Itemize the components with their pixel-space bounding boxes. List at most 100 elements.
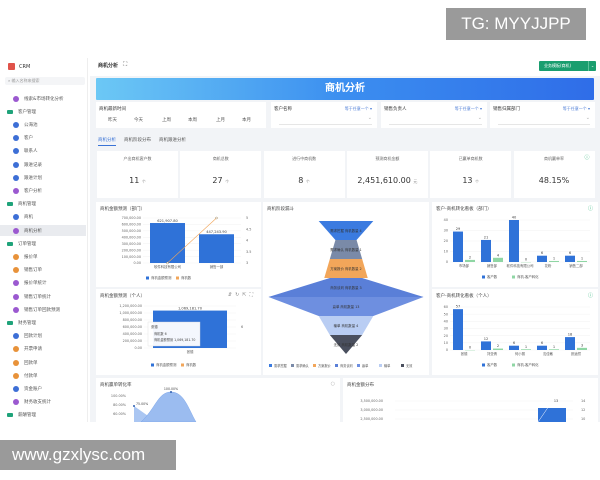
menu-item-icon [13, 187, 19, 194]
sidebar-item[interactable]: 客户管理 [0, 106, 86, 117]
funnel-label: 赢单 商机数量 13 [333, 304, 360, 309]
dept-conversion-chart: 客户-商机转化看板（部门） ⓘ 40 30 20 10 0 市场部 29 2 销售部 21 4 软件科… [432, 202, 598, 287]
funnel-segment [329, 335, 363, 354]
sidebar-item[interactable]: 资金账户 [0, 383, 86, 394]
bar [577, 347, 587, 350]
dept-filter-select[interactable]: ⌄ [498, 115, 590, 125]
info-icon[interactable]: ⓘ [587, 206, 593, 212]
y-tick-label: 60 [444, 305, 448, 309]
sidebar-item[interactable]: 薪酬管理 [0, 410, 86, 421]
sidebar-item[interactable]: 客户 [0, 133, 86, 144]
funnel-segment [324, 259, 368, 278]
kpi-value: 8 个 [264, 176, 345, 185]
date-option-today[interactable]: 今天 [134, 118, 143, 123]
legend-label: 赢单 [362, 363, 369, 368]
chart-title: 商机金额预测（部门） [100, 207, 145, 212]
customer-filter-select[interactable]: ⌄ [279, 115, 372, 125]
chart-title: 商机阶段漏斗 [267, 207, 294, 212]
bar [453, 231, 463, 262]
date-option-this-month[interactable]: 本月 [242, 118, 251, 123]
bar [493, 348, 503, 350]
person-conversion-chart: 客户-商机转化看板（个人） ⓘ 60 50 40 30 20 10 0 张德 57 0 刘亚倩 12 2… [432, 289, 598, 375]
sidebar-item[interactable]: 开票申请 [0, 344, 86, 355]
sidebar-item[interactable]: 商机分析 [0, 225, 86, 236]
y-tick-label: 600,000.00 [123, 325, 142, 329]
data-label: 0 [469, 346, 472, 350]
sidebar-search-input[interactable]: ⌕ 输入名称来搜索 [5, 77, 85, 85]
sidebar-item[interactable]: 销售订单 [0, 265, 86, 276]
sidebar-item[interactable]: 付款单 [0, 370, 86, 381]
data-label: 6 [541, 251, 544, 255]
legend-swatch [151, 363, 154, 367]
sidebar-item[interactable]: 商机管理 [0, 199, 86, 210]
menu-item-icon [13, 135, 19, 142]
funnel-label: 无效 商机数量 2 [334, 342, 359, 347]
bar [577, 260, 587, 262]
date-option-last-week[interactable]: 上周 [162, 118, 171, 123]
info-icon[interactable]: ⓘ [584, 155, 590, 161]
menu-item-icon [13, 372, 19, 379]
sidebar-item[interactable]: 销售订单统计 [0, 291, 86, 302]
sidebar-item[interactable]: 回款计划 [0, 331, 86, 342]
y-tick-label: 10 [444, 250, 448, 254]
data-label: 57 [456, 305, 461, 309]
sidebar-item[interactable]: 公海池 [0, 119, 86, 130]
tab-followup-analysis[interactable]: 商机跟进分析 [159, 138, 186, 143]
date-option-yesterday[interactable]: 昨天 [108, 118, 117, 123]
bar [538, 408, 566, 422]
funnel-label: 方案报价 商机数量 2 [330, 266, 361, 271]
data-point [133, 405, 135, 407]
sidebar-item[interactable]: 订单管理 [0, 238, 86, 249]
funnel-chart: 商机阶段漏斗 需求挖掘 商机数量 4 需求确认 商机数量 1 方案报价 商机数量 2… [263, 202, 429, 375]
page-title: 商机分析 [98, 63, 119, 69]
bar [509, 220, 519, 262]
sidebar-item-label: 商机管理 [18, 202, 36, 208]
chart-toolbar-icons[interactable]: ⇵↻⇱⛶ [227, 292, 256, 298]
y-tick-label: 100,000.00 [122, 255, 141, 259]
info-icon[interactable]: ⓘ [587, 293, 593, 299]
funnel-label: 商务谈判 商机数量 3 [330, 285, 361, 290]
x-tick-label: 销售一部 [210, 264, 224, 269]
template-action-button[interactable]: 业务模板(商机) ⌄ [539, 61, 596, 71]
sidebar-item[interactable]: 财务收支统计 [0, 397, 86, 408]
date-filter: 商机最新时间 昨天 今天 上周 本周 上月 本月 [96, 102, 266, 128]
data-label: 3 [581, 343, 583, 347]
bar [537, 345, 547, 350]
info-icon[interactable]: ○ [330, 381, 335, 387]
y-tick-label: 500,000.00 [122, 229, 141, 233]
sidebar-item[interactable]: 报价单统计 [0, 278, 86, 289]
customer-filter-label: 客户名称 [274, 107, 292, 112]
sidebar-item[interactable]: 回款单 [0, 357, 86, 368]
sidebar-item[interactable]: 线索&市场转化分析 [0, 93, 86, 104]
sidebar-item[interactable]: 跟进记录 [0, 159, 86, 170]
sidebar-item[interactable]: 商机 [0, 212, 86, 223]
y-tick-label: 2,500,000.00 [360, 417, 383, 421]
folder-icon [7, 202, 13, 207]
kpi-card: 预测商机金额 2,451,610.00 元 [346, 151, 428, 198]
tab-stage-distribution[interactable]: 商机阶段分布 [124, 138, 151, 143]
sidebar-item[interactable]: 财务管理 [0, 317, 86, 328]
sidebar-item[interactable]: 联系人 [0, 146, 86, 157]
legend-label: 输单 [384, 363, 391, 368]
tab-opportunity-analysis[interactable]: 商机分析 [98, 137, 116, 146]
y2-tick-label: 6 [241, 325, 243, 329]
owner-filter: 销售负责人 等于任意一个 ▾ ⌄ [381, 102, 487, 128]
data-label: 1 [553, 345, 555, 349]
chevron-down-icon[interactable]: ⌄ [588, 61, 596, 71]
owner-filter-operator[interactable]: 等于任意一个 ▾ [454, 106, 482, 111]
date-option-this-week[interactable]: 本周 [188, 118, 197, 123]
sidebar-item[interactable]: 跟进计划 [0, 172, 86, 183]
owner-filter-select[interactable]: ⌄ [389, 115, 482, 125]
customer-filter-operator[interactable]: 等于任意一个 ▾ [344, 106, 372, 111]
dept-filter-operator[interactable]: 等于任意一个 ▾ [562, 106, 590, 111]
sidebar-item[interactable]: 客户分析 [0, 185, 86, 196]
expand-icon[interactable]: ⛶ [123, 61, 128, 68]
sidebar-item-label: 跟进计划 [24, 175, 42, 181]
sidebar-item[interactable]: 销售订单回款预测 [0, 304, 86, 315]
sidebar-item-label: 商机分析 [24, 228, 42, 234]
sidebar-item[interactable]: 报价单 [0, 251, 86, 262]
kpi-number: 2,451,610.00 [357, 176, 411, 185]
legend-swatch [379, 364, 382, 367]
date-option-last-month[interactable]: 上月 [216, 118, 225, 123]
legend-swatch [269, 364, 272, 367]
